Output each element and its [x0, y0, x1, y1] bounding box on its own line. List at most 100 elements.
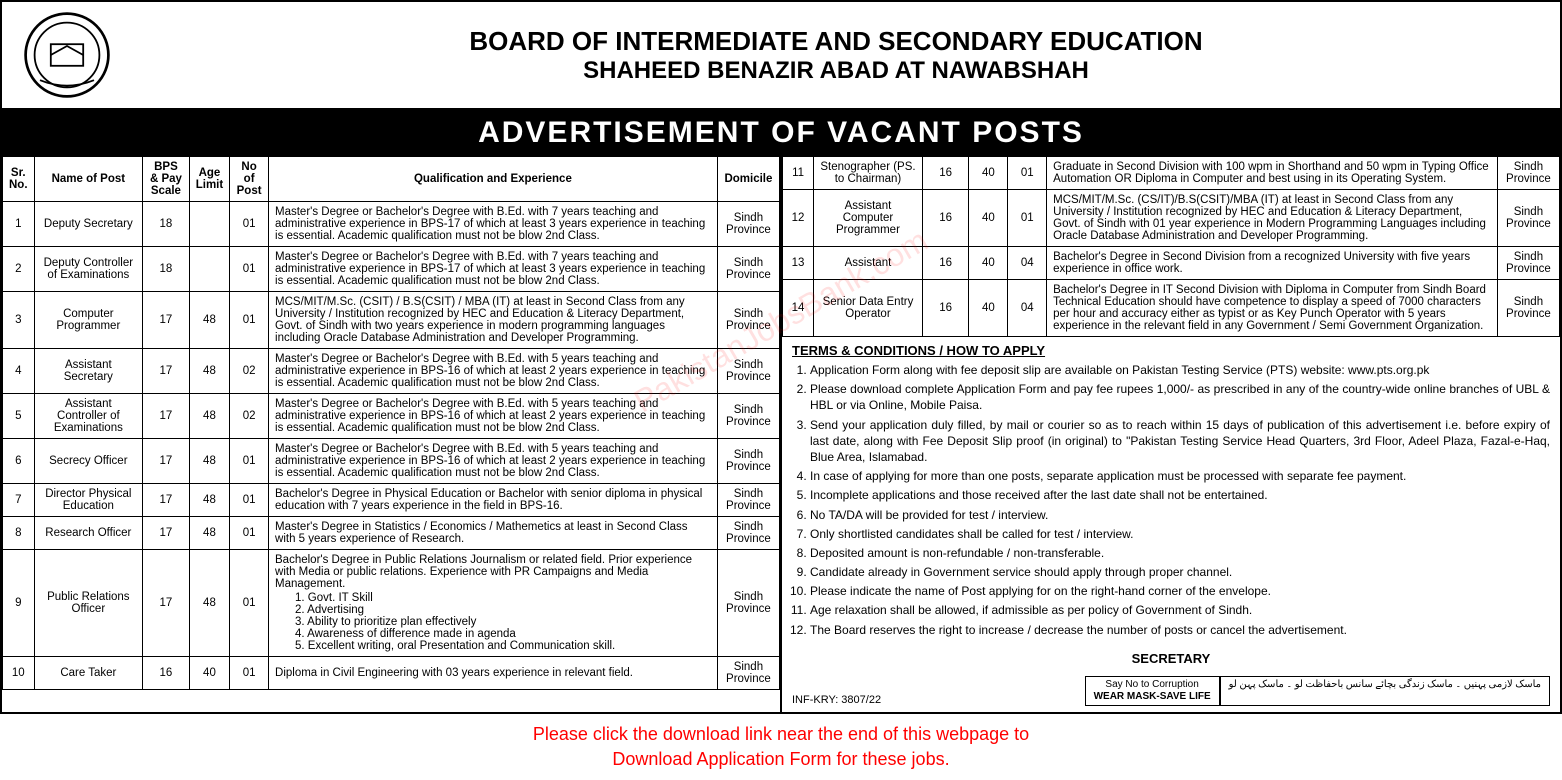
terms-item: Application Form along with fee deposit … [810, 362, 1550, 378]
table-cell: Deputy Controller of Examinations [34, 247, 143, 292]
table-cell: 16 [143, 657, 190, 690]
table-cell: 4 [3, 349, 35, 394]
table-cell: 14 [783, 280, 814, 337]
qualification-cell: Bachelor's Degree in Second Division fro… [1047, 247, 1498, 280]
download-note: Please click the download link near the … [0, 714, 1562, 780]
table-cell: Assistant Controller of Examinations [34, 394, 143, 439]
download-note-line1: Please click the download link near the … [533, 724, 1029, 744]
table-row: 11Stenographer (PS. to Chairman)164001Gr… [783, 157, 1560, 190]
table-cell: 01 [230, 439, 269, 484]
table-cell: 02 [230, 394, 269, 439]
table-row: 9Public Relations Officer174801Bachelor'… [3, 550, 780, 657]
table-cell: 16 [922, 280, 969, 337]
qual-sublist-item: 2. Advertising [295, 604, 711, 616]
table-cell: 48 [189, 517, 229, 550]
table-cell: 17 [143, 484, 190, 517]
table-cell: 01 [230, 550, 269, 657]
table-cell: 40 [969, 157, 1008, 190]
domicile-cell: Sindh Province [717, 657, 779, 690]
table-cell: Computer Programmer [34, 292, 143, 349]
qual-sublist-item: 5. Excellent writing, oral Presentation … [295, 640, 711, 652]
table-cell: 17 [143, 517, 190, 550]
table-row: 5Assistant Controller of Examinations174… [3, 394, 780, 439]
terms-item: In case of applying for more than one po… [810, 468, 1550, 484]
table-cell: Assistant Computer Programmer [814, 190, 923, 247]
table-cell: 01 [230, 202, 269, 247]
qualification-cell: Master's Degree in Statistics / Economic… [269, 517, 718, 550]
org-location: SHAHEED BENAZIR ABAD AT NAWABSHAH [132, 57, 1540, 85]
terms-item: Please indicate the name of Post applyin… [810, 583, 1550, 599]
domicile-cell: Sindh Province [717, 517, 779, 550]
left-column: Sr. No. Name of Post BPS & Pay Scale Age… [2, 156, 782, 712]
col-dom: Domicile [717, 157, 779, 202]
table-cell: 48 [189, 550, 229, 657]
table-cell: 17 [143, 394, 190, 439]
table-cell: 16 [922, 247, 969, 280]
table-cell: 48 [189, 394, 229, 439]
banner-title: ADVERTISEMENT OF VACANT POSTS [2, 110, 1560, 156]
terms-heading: TERMS & CONDITIONS / HOW TO APPLY [782, 337, 1560, 360]
table-cell: Public Relations Officer [34, 550, 143, 657]
table-cell: 01 [230, 484, 269, 517]
table-cell: 04 [1008, 280, 1047, 337]
footer-box-en: Say No to Corruption WEAR MASK-SAVE LIFE [1085, 676, 1220, 706]
table-row: 8Research Officer174801Master's Degree i… [3, 517, 780, 550]
table-cell: 18 [143, 202, 190, 247]
qualification-cell: Master's Degree or Bachelor's Degree wit… [269, 394, 718, 439]
table-row: 3Computer Programmer174801MCS/MIT/M.Sc. … [3, 292, 780, 349]
table-cell: 40 [189, 657, 229, 690]
posts-table-right: 11Stenographer (PS. to Chairman)164001Gr… [782, 156, 1560, 337]
table-cell [189, 202, 229, 247]
qualification-cell: MCS/MIT/M.Sc. (CS/IT)/B.S(CSIT)/MBA (IT)… [1047, 190, 1498, 247]
qualification-cell: Master's Degree or Bachelor's Degree wit… [269, 247, 718, 292]
domicile-cell: Sindh Province [1497, 247, 1559, 280]
header: BOARD OF INTERMEDIATE AND SECONDARY EDUC… [2, 2, 1560, 110]
table-row: 2Deputy Controller of Examinations1801Ma… [3, 247, 780, 292]
table-cell: 17 [143, 550, 190, 657]
table-cell: 48 [189, 349, 229, 394]
domicile-cell: Sindh Province [717, 394, 779, 439]
col-sr: Sr. No. [3, 157, 35, 202]
qualification-cell: Bachelor's Degree in Physical Education … [269, 484, 718, 517]
terms-item: Send your application duly filled, by ma… [810, 417, 1550, 466]
table-row: 4Assistant Secretary174802Master's Degre… [3, 349, 780, 394]
org-title: BOARD OF INTERMEDIATE AND SECONDARY EDUC… [132, 26, 1540, 57]
table-row: 14Senior Data Entry Operator164004Bachel… [783, 280, 1560, 337]
table-cell: 40 [969, 280, 1008, 337]
domicile-cell: Sindh Province [717, 202, 779, 247]
domicile-cell: Sindh Province [717, 439, 779, 484]
domicile-cell: Sindh Province [717, 484, 779, 517]
table-row: 12Assistant Computer Programmer164001MCS… [783, 190, 1560, 247]
footer-boxes: Say No to Corruption WEAR MASK-SAVE LIFE… [1085, 676, 1550, 706]
table-cell: 8 [3, 517, 35, 550]
qual-sublist-item: 4. Awareness of difference made in agend… [295, 628, 711, 640]
qualification-cell: Master's Degree or Bachelor's Degree wit… [269, 202, 718, 247]
domicile-cell: Sindh Province [717, 247, 779, 292]
table-cell: 01 [1008, 190, 1047, 247]
table-cell: 16 [922, 157, 969, 190]
table-cell: Secrecy Officer [34, 439, 143, 484]
qual-sublist-item: 1. Govt. IT Skill [295, 592, 711, 604]
qualification-cell: Master's Degree or Bachelor's Degree wit… [269, 439, 718, 484]
table-cell: 01 [230, 292, 269, 349]
domicile-cell: Sindh Province [717, 292, 779, 349]
table-cell: Assistant [814, 247, 923, 280]
col-num: No of Post [230, 157, 269, 202]
table-cell: Care Taker [34, 657, 143, 690]
table-cell: 01 [230, 247, 269, 292]
qualification-cell: Bachelor's Degree in IT Second Division … [1047, 280, 1498, 337]
table-cell: 17 [143, 292, 190, 349]
secretary-label: SECRETARY [782, 647, 1560, 674]
col-post: Name of Post [34, 157, 143, 202]
table-cell: Stenographer (PS. to Chairman) [814, 157, 923, 190]
table-cell: 12 [783, 190, 814, 247]
col-qual: Qualification and Experience [269, 157, 718, 202]
content-columns: Sr. No. Name of Post BPS & Pay Scale Age… [2, 156, 1560, 712]
terms-item: Incomplete applications and those receiv… [810, 487, 1550, 503]
table-cell: Research Officer [34, 517, 143, 550]
qual-sublist-item: 3. Ability to prioritize plan effectivel… [295, 616, 711, 628]
table-cell: 1 [3, 202, 35, 247]
domicile-cell: Sindh Province [717, 550, 779, 657]
terms-item: Deposited amount is non-refundable / non… [810, 545, 1550, 561]
table-cell: 48 [189, 439, 229, 484]
